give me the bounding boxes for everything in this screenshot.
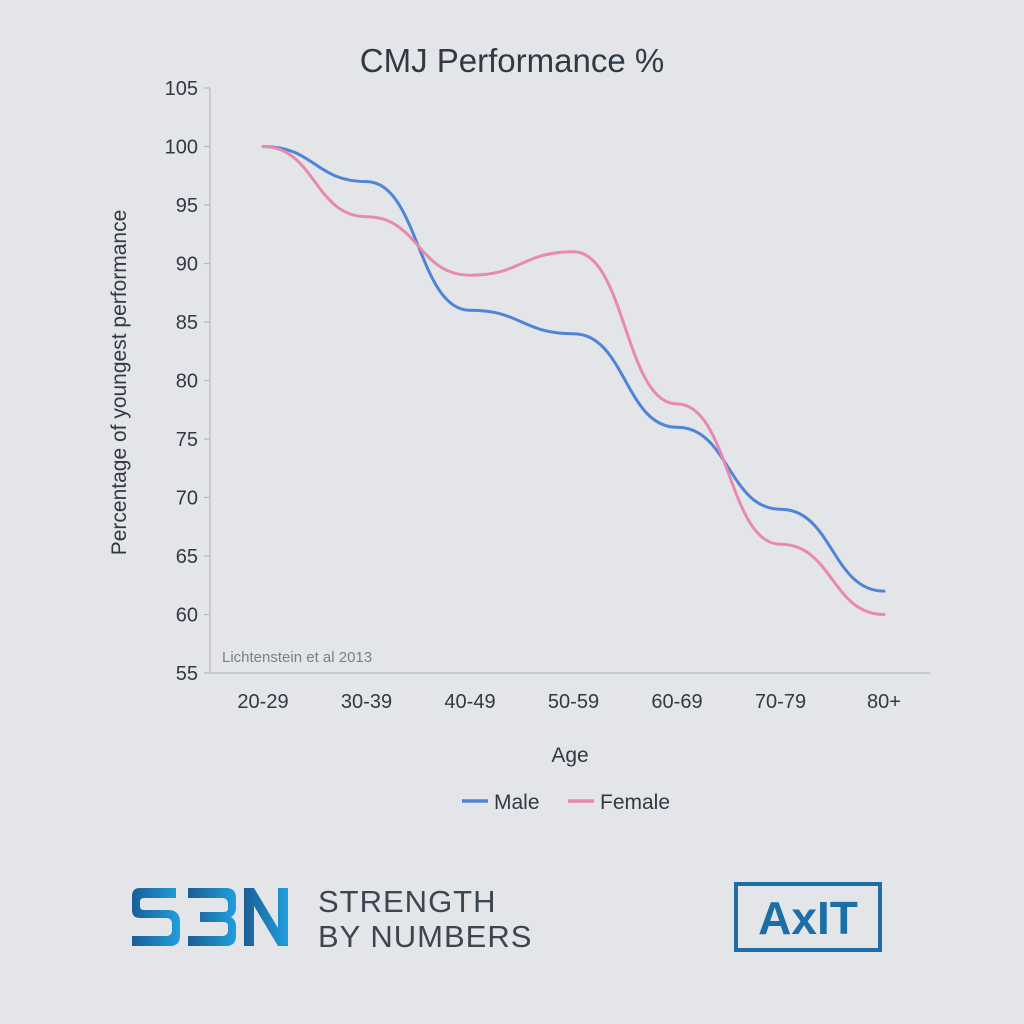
sbn-tagline: STRENGTH BY NUMBERS	[318, 884, 532, 954]
y-axis: 55 60 65 70 75 80 85 90 95 100 105	[165, 78, 211, 685]
axit-logo: AxIT	[734, 882, 882, 952]
y-tick-label: 85	[176, 312, 198, 334]
axit-logo-text: AxIT	[758, 892, 858, 944]
sbn-logo	[132, 888, 288, 946]
data-point-female	[883, 613, 886, 616]
x-tick-label: 60-69	[651, 691, 702, 713]
data-point-female	[572, 250, 575, 253]
data-point-female	[262, 145, 265, 148]
series-line-female	[261, 145, 886, 616]
data-point-female	[469, 274, 472, 277]
data-point-female	[676, 402, 679, 405]
series-layer	[261, 145, 886, 616]
data-point-male	[469, 309, 472, 312]
data-point-male	[572, 332, 575, 335]
data-point-male	[883, 590, 886, 593]
cmj-chart: CMJ Performance % 55 60 65 70 75 80 85 90 95 100 1…	[108, 42, 930, 814]
data-point-female	[779, 543, 782, 546]
y-tick-label: 95	[176, 195, 198, 217]
y-tick-label: 90	[176, 254, 198, 276]
legend: Male Female	[462, 791, 670, 814]
x-tick-label: 30-39	[341, 691, 392, 713]
x-tick-label: 40-49	[444, 691, 495, 713]
chart-title: CMJ Performance %	[360, 42, 664, 79]
y-tick-label: 55	[176, 663, 198, 685]
data-point-male	[365, 180, 368, 183]
data-point-female	[365, 215, 368, 218]
data-point-male	[779, 508, 782, 511]
x-tick-label: 70-79	[755, 691, 806, 713]
y-tick-label: 70	[176, 488, 198, 510]
y-tick-label: 65	[176, 546, 198, 568]
x-axis: 20-29 30-39 40-49 50-59 60-69 70-79 80+	[210, 672, 930, 713]
source-annotation: Lichtenstein et al 2013	[222, 649, 372, 666]
x-tick-label: 80+	[867, 691, 901, 713]
sbn-tagline-line1: STRENGTH	[318, 884, 497, 919]
y-tick-label: 80	[176, 371, 198, 393]
series-line-male	[261, 145, 886, 593]
y-tick-label: 75	[176, 429, 198, 451]
y-tick-label: 100	[165, 137, 198, 159]
x-axis-label: Age	[551, 744, 588, 767]
sbn-tagline-line2: BY NUMBERS	[318, 919, 533, 954]
legend-label-female: Female	[600, 791, 670, 814]
y-tick-label: 105	[165, 78, 198, 100]
y-tick-label: 60	[176, 605, 198, 627]
y-axis-label: Percentage of youngest performance	[108, 210, 131, 556]
x-tick-label: 20-29	[237, 691, 288, 713]
data-point-male	[676, 426, 679, 429]
legend-label-male: Male	[494, 791, 540, 814]
x-tick-label: 50-59	[548, 691, 599, 713]
